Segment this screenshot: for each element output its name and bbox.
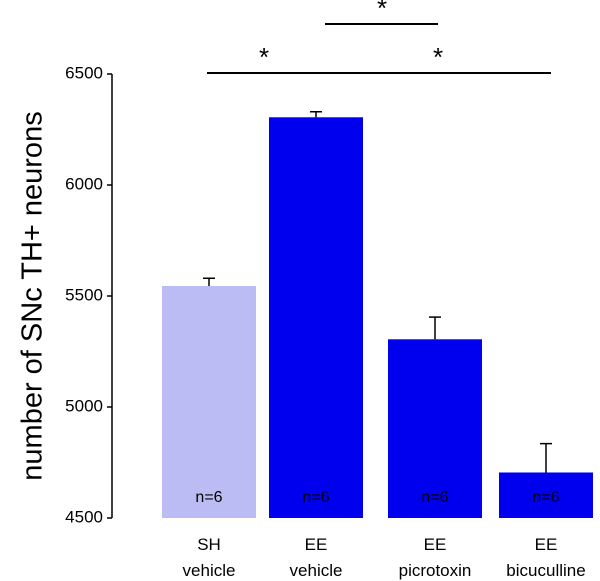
y-tick-label: 6500 xyxy=(65,63,103,82)
n-labels: n=6 n=6 n=6 n=6 xyxy=(195,489,559,506)
y-tick-label: 5500 xyxy=(65,285,103,304)
x-tick-label: EE xyxy=(535,535,558,554)
n-label: n=6 xyxy=(302,489,329,506)
y-tick-label: 6000 xyxy=(65,174,103,193)
significance-star: * xyxy=(377,0,387,23)
bar xyxy=(269,117,363,518)
bar xyxy=(499,472,593,518)
bar xyxy=(388,339,482,518)
n-label: n=6 xyxy=(421,489,448,506)
significance-star: * xyxy=(259,42,269,72)
x-tick-label: vehicle xyxy=(183,561,236,580)
y-axis: 4500 5000 5500 6000 6500 xyxy=(65,63,113,526)
x-tick-label: EE xyxy=(424,535,447,554)
significance-brackets: * * * xyxy=(207,0,551,74)
significance-star: * xyxy=(433,42,443,72)
x-tick-label: SH xyxy=(197,535,221,554)
x-axis-labels: SH vehicle EE vehicle EE picrotoxin EE bicucull… xyxy=(183,535,586,580)
x-tick-label: bicuculline xyxy=(506,561,585,580)
y-axis-label: number of SNc TH+ neurons xyxy=(17,111,49,480)
x-tick-label: EE xyxy=(305,535,328,554)
error-bars xyxy=(203,110,552,473)
x-tick-label: picrotoxin xyxy=(399,561,472,580)
y-tick-label: 4500 xyxy=(65,507,103,526)
y-tick-label: 5000 xyxy=(65,396,103,415)
x-tick-label: vehicle xyxy=(290,561,343,580)
n-label: n=6 xyxy=(532,489,559,506)
n-label: n=6 xyxy=(195,489,222,506)
bars xyxy=(162,117,593,518)
bar xyxy=(162,286,256,518)
